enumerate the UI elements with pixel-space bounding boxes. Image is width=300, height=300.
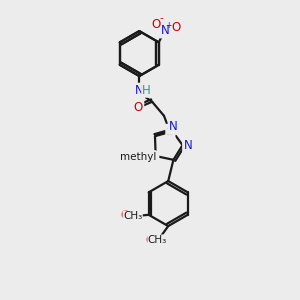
Text: -: - (160, 14, 164, 23)
Text: methyl: methyl (119, 152, 158, 162)
Text: O: O (145, 233, 154, 247)
Text: N: N (184, 139, 192, 152)
Text: N: N (135, 84, 144, 97)
Text: N: N (160, 24, 169, 37)
Text: O: O (171, 22, 181, 34)
Text: O: O (134, 101, 143, 114)
Text: H: H (142, 84, 151, 97)
Text: N: N (147, 152, 155, 165)
Text: O: O (151, 18, 160, 31)
Text: CH₃: CH₃ (148, 235, 167, 245)
Text: O: O (120, 209, 129, 222)
Text: +: + (165, 21, 172, 30)
Text: N: N (169, 120, 178, 134)
Text: methyl: methyl (120, 152, 157, 162)
Text: S: S (167, 125, 174, 138)
Text: CH₃: CH₃ (123, 211, 142, 221)
